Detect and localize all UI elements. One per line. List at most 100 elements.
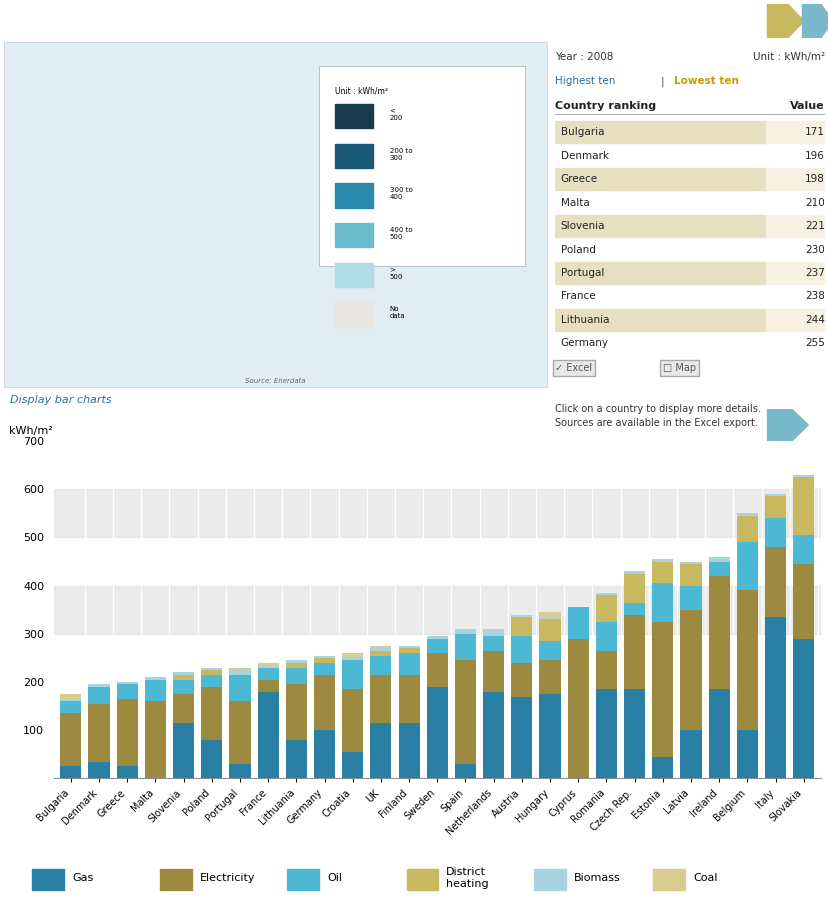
Polygon shape [765,215,824,237]
Bar [792,475,813,478]
Bar [173,679,194,694]
Polygon shape [820,4,828,38]
Bar [455,633,475,660]
Bar [398,723,419,778]
Bar [258,692,278,778]
Bar [370,675,391,723]
Bar [736,542,757,590]
Bar [173,672,194,675]
Text: |: | [660,77,663,87]
Bar [792,564,813,639]
Bar [426,653,447,687]
Bar [342,689,363,752]
Bar [54,489,820,537]
Bar [201,740,222,778]
Bar [483,636,503,651]
Bar [533,869,565,889]
Text: Unit : kWh/m²: Unit : kWh/m² [335,86,388,96]
Bar [595,622,616,651]
Text: Lowest ten: Lowest ten [673,77,738,86]
Text: Oil: Oil [326,873,341,883]
Bar [483,629,503,636]
Bar [173,675,194,679]
Bar [173,694,194,723]
Bar [286,740,306,778]
Text: Year : 2008: Year : 2008 [555,52,613,62]
Bar [229,764,250,778]
Bar [567,639,588,778]
Bar [229,675,250,701]
Bar [736,731,757,778]
Text: 196: 196 [804,150,824,160]
Bar [736,514,757,515]
Text: < 
200: < 200 [389,108,402,121]
Bar [89,761,109,778]
Text: Greece: Greece [560,174,597,184]
Bar [792,478,813,535]
Bar [117,682,137,685]
Polygon shape [555,215,765,237]
Bar [342,658,363,660]
Bar [117,699,137,767]
Text: Electricity: Electricity [200,873,255,883]
Text: 300 to
400: 300 to 400 [389,187,412,200]
Bar [335,223,373,247]
Polygon shape [555,168,765,190]
Bar [89,687,109,704]
Text: 237: 237 [804,268,824,278]
Polygon shape [765,262,824,284]
Text: Germany: Germany [560,339,608,349]
Polygon shape [555,309,765,331]
Bar [335,105,373,128]
Bar [455,660,475,764]
Bar [595,689,616,778]
Text: ✓ Excel: ✓ Excel [555,363,592,373]
Text: 244: 244 [804,314,824,325]
Bar [708,557,729,561]
Bar [511,696,532,778]
Bar [511,617,532,636]
Text: Denmark: Denmark [560,150,608,160]
Bar [623,571,644,574]
Bar [370,723,391,778]
Bar [229,701,250,764]
Text: Click on a country to display more details.
Sources are available in the Excel e: Click on a country to display more detai… [555,405,760,428]
Bar [539,694,560,778]
Polygon shape [555,262,765,284]
Text: >
500: > 500 [389,267,402,279]
Bar [398,646,419,649]
Bar [539,612,560,617]
Text: Unit : kWh/m²: Unit : kWh/m² [752,52,824,62]
Bar [335,184,373,207]
Polygon shape [791,409,807,441]
Text: 230: 230 [804,244,824,254]
Bar [370,651,391,656]
Text: Portugal: Portugal [560,268,604,278]
Bar [539,642,560,660]
Bar [736,515,757,542]
Bar [342,752,363,778]
Text: Bulgaria: Bulgaria [560,127,604,137]
Text: District
heating: District heating [445,867,489,889]
FancyBboxPatch shape [319,66,525,267]
Bar [286,663,306,668]
Bar [370,649,391,651]
Bar [455,764,475,778]
Bar [680,561,700,564]
Polygon shape [765,168,824,190]
Bar [286,660,306,663]
Bar [623,574,644,603]
Polygon shape [787,4,803,38]
Bar [652,560,672,561]
Bar [60,767,81,778]
Text: kWh/m²: kWh/m² [9,426,52,436]
Bar [201,668,222,670]
Bar [511,636,532,663]
Bar [764,547,785,617]
Bar [335,303,373,327]
Bar [32,869,65,889]
Text: Biomass: Biomass [573,873,619,883]
Bar [145,678,166,679]
Polygon shape [766,409,791,441]
Text: □ Map: □ Map [662,363,696,373]
